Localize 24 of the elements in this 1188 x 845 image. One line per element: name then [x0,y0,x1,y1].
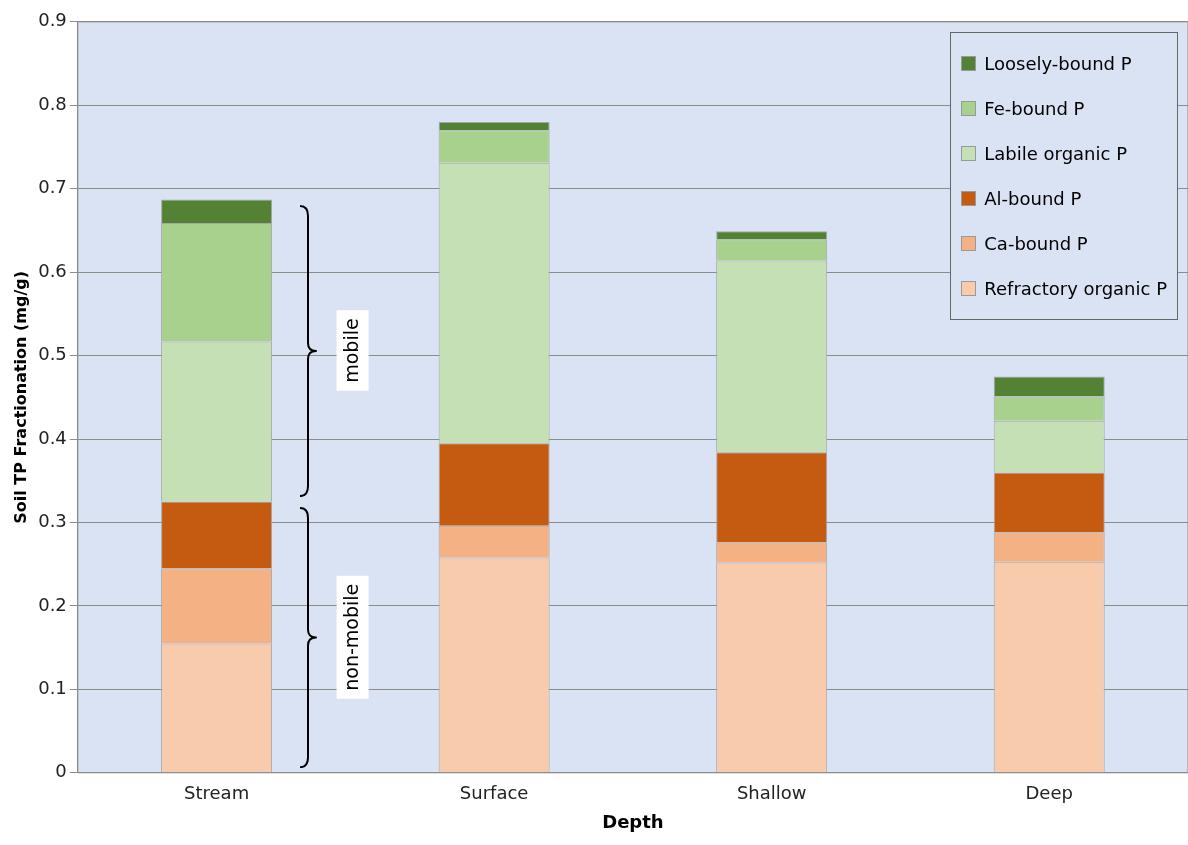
y-tick-label: 0.6 [38,259,67,281]
y-tick-label: 0 [55,760,67,782]
x-tick-label: Deep [1025,782,1073,804]
annotation: mobile [339,318,362,383]
y-tick-label: 0.1 [38,677,67,699]
x-tick-label: Stream [184,782,250,804]
y-axis-title: Soil TP Fractionation (mg/g) [10,270,30,524]
x-tick-label: Surface [459,782,529,804]
legend-label: Ca-bound P [984,232,1088,254]
legend-label: Al-bound P [984,187,1082,209]
x-tick-label: Shallow [736,782,807,804]
legend-label: Fe-bound P [984,97,1085,119]
annotation: non-mobile [339,583,362,691]
y-tick-label: 0.3 [38,510,67,532]
y-tick-label: 0.7 [38,176,67,198]
y-tick-label: 0.4 [38,426,67,448]
y-tick-label: 0.9 [38,9,67,31]
y-tick-label: 0.8 [38,92,67,114]
y-tick-label: 0.5 [38,343,67,365]
y-tick-label: 0.2 [38,593,67,615]
legend-label: Labile organic P [984,142,1127,164]
legend-label: Loosely-bound P [984,52,1132,74]
x-axis-title: Depth [602,810,664,832]
legend-label: Refractory organic P [984,277,1167,299]
